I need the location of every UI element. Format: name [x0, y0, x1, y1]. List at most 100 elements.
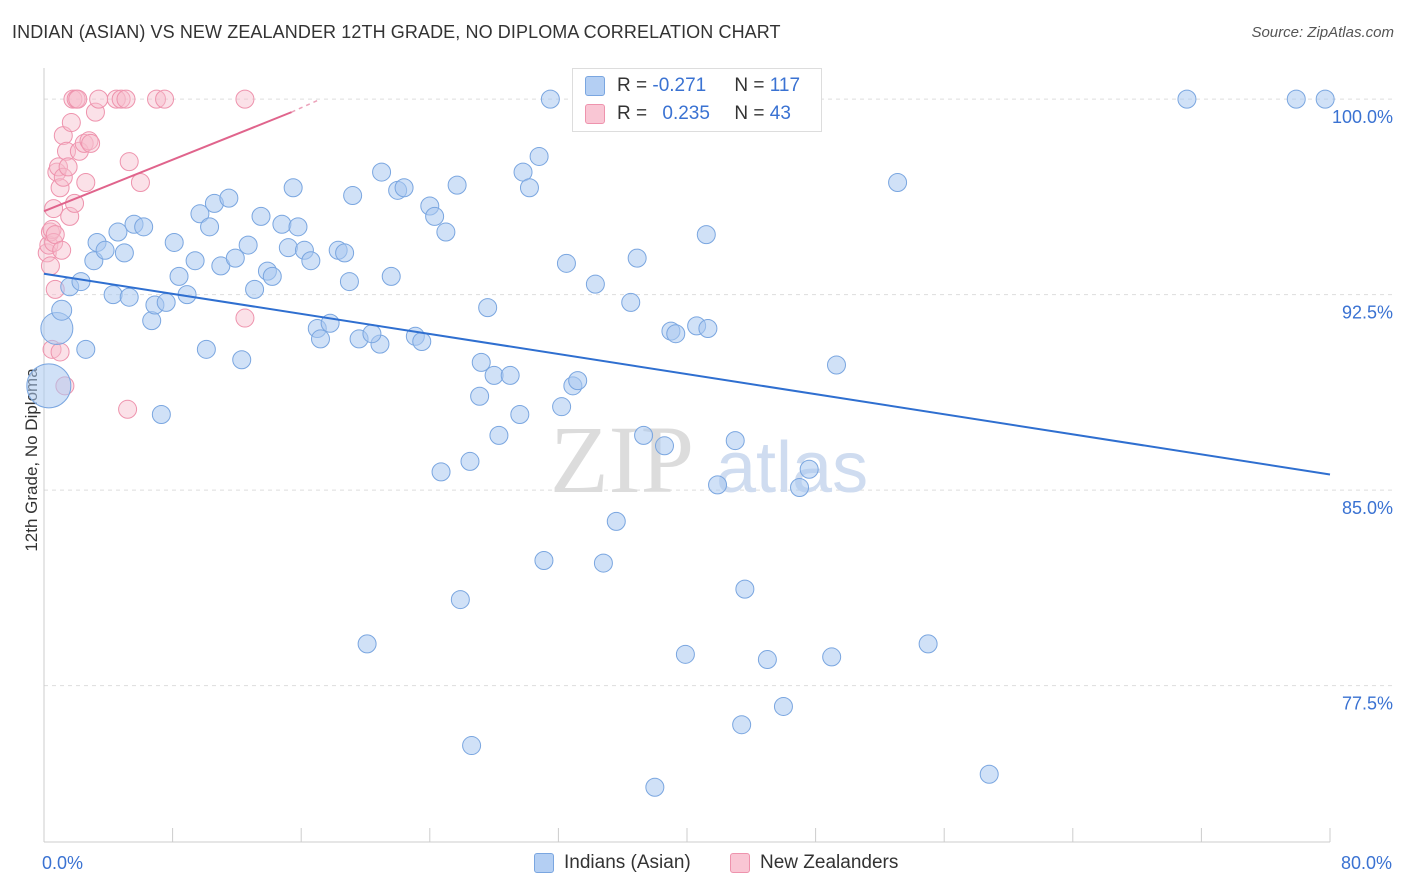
data-point-indians — [103, 285, 123, 305]
watermark-zip: ZIP — [550, 406, 694, 513]
data-point-indians — [238, 235, 258, 255]
data-point-indians — [552, 397, 572, 417]
legend-row-new-zealanders: R = 0.235 N = 43 — [585, 102, 791, 126]
trend-lines — [43, 98, 1331, 476]
data-point-new-zealanders — [44, 199, 64, 219]
data-point-indians — [76, 339, 96, 359]
data-point-indians — [288, 217, 308, 237]
data-point-indians — [540, 89, 560, 109]
legend-r-value-1: -0.271 — [652, 75, 707, 96]
data-point-indians — [412, 332, 432, 352]
y-tick-label: 100.0% — [1332, 107, 1393, 127]
data-point-indians — [211, 256, 231, 276]
data-point-new-zealanders — [58, 157, 78, 177]
data-point-new-zealanders — [50, 178, 70, 198]
data-point-indians — [735, 579, 755, 599]
data-point-indians — [283, 178, 303, 198]
data-point-indians — [232, 350, 252, 370]
data-point-indians — [725, 431, 745, 451]
data-point-indians — [634, 425, 654, 445]
data-point-new-zealanders — [235, 89, 255, 109]
data-point-indians — [510, 405, 530, 425]
data-point-indians — [585, 274, 605, 294]
data-point-indians — [436, 222, 456, 242]
data-point-indians — [51, 299, 73, 321]
data-point-indians — [151, 405, 171, 425]
data-point-indians — [272, 214, 292, 234]
y-tick-label: 85.0% — [1342, 498, 1393, 518]
series-swatch-pink — [730, 853, 750, 873]
data-point-indians — [251, 206, 271, 226]
data-point-new-zealanders — [106, 89, 126, 109]
data-point-indians — [156, 292, 176, 312]
data-point-indians — [645, 777, 665, 797]
data-point-indians — [470, 386, 490, 406]
data-point-indians — [310, 329, 330, 349]
grid-lines — [44, 98, 1392, 687]
series-legend-new-zealanders[interactable]: New Zealanders — [730, 852, 898, 874]
data-point-indians — [489, 425, 509, 445]
data-point-new-zealanders — [40, 256, 60, 276]
data-point-indians — [357, 634, 377, 654]
legend-r-label-2: R = — [617, 103, 653, 124]
data-point-indians — [732, 715, 752, 735]
data-point-indians — [245, 279, 265, 299]
data-point-indians — [450, 590, 470, 610]
data-point-new-zealanders — [76, 173, 96, 193]
data-point-new-zealanders — [44, 232, 64, 252]
series-swatch-blue — [534, 853, 554, 873]
legend-n-value-2: 43 — [769, 103, 791, 124]
data-point-indians — [431, 462, 451, 482]
data-point-indians — [500, 365, 520, 385]
data-point-indians — [262, 266, 282, 286]
data-point-indians — [568, 371, 588, 391]
data-point-indians — [534, 550, 554, 570]
data-point-indians — [654, 436, 674, 456]
data-point-indians — [918, 634, 938, 654]
data-point-indians — [606, 511, 626, 531]
data-point-indians — [757, 650, 777, 670]
legend-n-label-1: N = — [734, 75, 770, 96]
series-label-indians: Indians (Asian) — [564, 852, 691, 873]
data-point-new-zealanders — [50, 342, 70, 362]
data-point-indians — [556, 253, 576, 273]
chart-title: INDIAN (ASIAN) VS NEW ZEALANDER 12TH GRA… — [12, 22, 781, 42]
data-point-new-zealanders — [147, 89, 167, 109]
data-point-indians — [185, 251, 205, 271]
data-point-indians — [362, 324, 382, 344]
data-point-indians — [1286, 89, 1306, 109]
legend-r-label-1: R = — [617, 75, 653, 96]
x-tick-label-max: 80.0% — [1341, 853, 1392, 873]
data-point-indians — [471, 352, 491, 372]
legend-swatch-blue — [585, 76, 605, 96]
data-point-indians — [164, 232, 184, 252]
data-point-indians — [335, 243, 355, 263]
data-point-new-zealanders — [89, 89, 109, 109]
data-point-indians — [979, 764, 999, 784]
correlation-legend: R = -0.271 N = 117 R = 0.235 N = 43 — [572, 68, 822, 132]
legend-r-value-2: 0.235 — [662, 103, 710, 124]
data-point-indians — [200, 217, 220, 237]
data-point-indians — [698, 318, 718, 338]
data-point-indians — [219, 188, 239, 208]
data-point-indians — [142, 311, 162, 331]
data-point-new-zealanders — [81, 133, 101, 153]
data-point-new-zealanders — [155, 89, 175, 109]
data-point-indians — [425, 206, 445, 226]
data-point-indians — [1315, 89, 1335, 109]
data-point-indians — [790, 477, 810, 497]
legend-n-value-1: 117 — [769, 75, 801, 96]
data-point-indians — [71, 272, 91, 292]
data-point-indians — [666, 324, 686, 344]
data-point-new-zealanders — [48, 157, 68, 177]
data-point-indians — [708, 475, 728, 495]
data-point-new-zealanders — [235, 308, 255, 328]
series-legend: Indians (Asian) New Zealanders — [0, 852, 1406, 878]
data-point-indians — [169, 266, 189, 286]
watermark: ZIP atlas — [550, 406, 868, 513]
x-tick-label-min: 0.0% — [42, 853, 83, 873]
data-point-indians — [519, 178, 539, 198]
data-point-indians — [394, 178, 414, 198]
series-legend-indians[interactable]: Indians (Asian) — [534, 852, 691, 874]
